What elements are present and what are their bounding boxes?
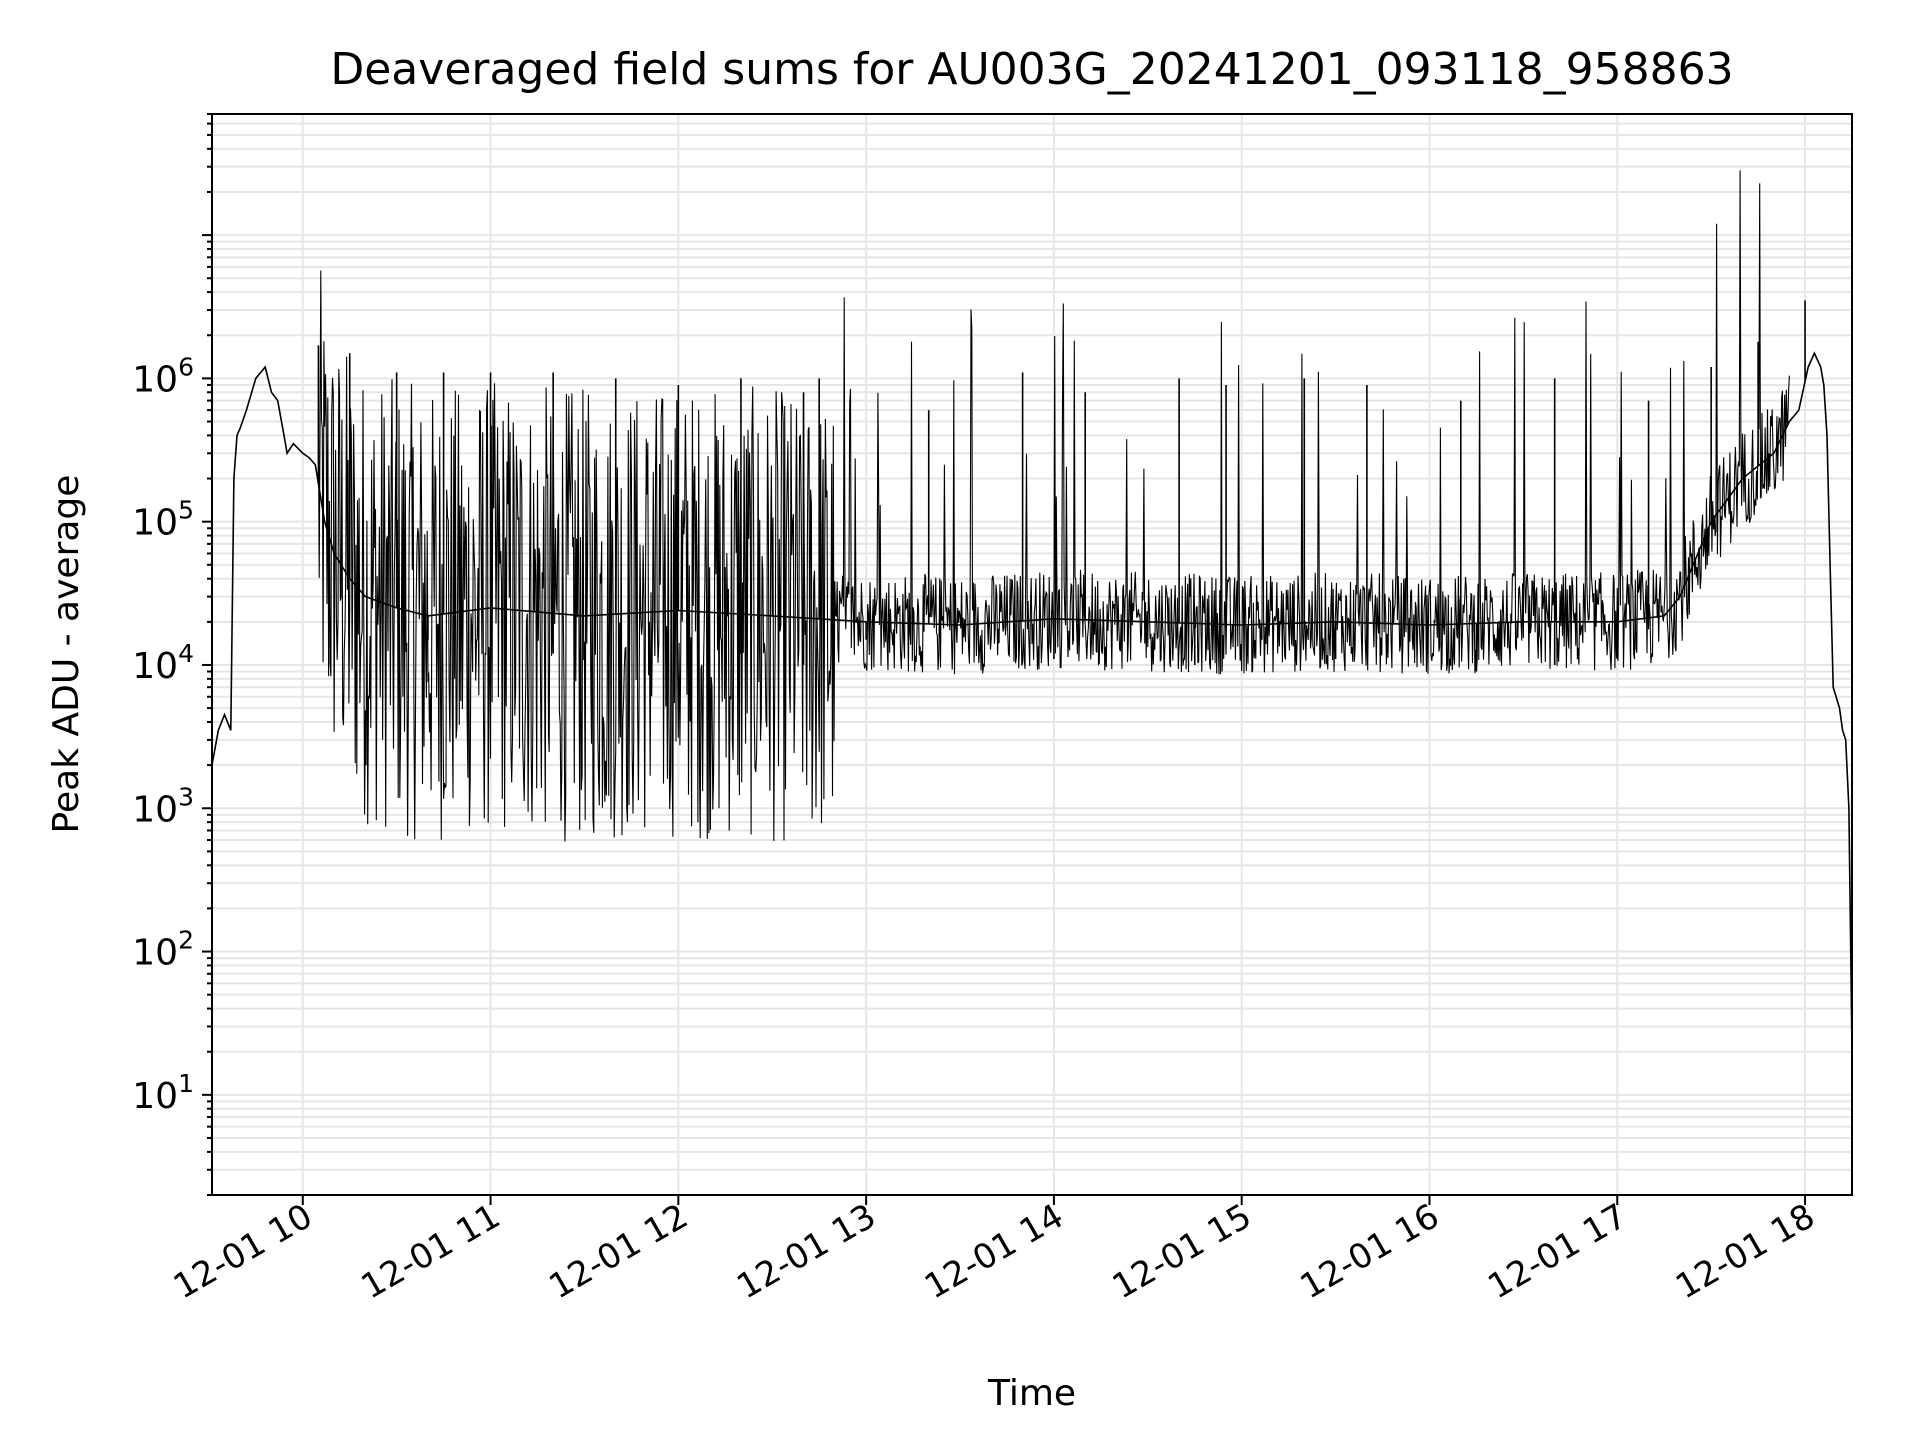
y-tick-base: 10 [132,503,178,544]
plot-frame [211,113,1853,1196]
y-tick-label: 104 [132,639,194,687]
y-tick-label: 101 [132,1069,194,1117]
chart-title: Deaveraged field sums for AU003G_2024120… [330,44,1733,95]
y-tick-exponent: 3 [178,782,194,811]
y-tick-exponent: 1 [178,1069,194,1098]
y-tick-label: 106 [132,352,194,400]
y-tick-base: 10 [132,646,178,687]
y-tick-label: 105 [132,496,194,544]
y-tick-label: 102 [132,926,194,974]
y-axis-label: Peak ADU - average [46,475,87,834]
y-tick-exponent: 4 [178,639,194,668]
y-tick-label: 103 [132,782,194,830]
y-tick-exponent: 6 [178,352,194,381]
y-tick-exponent: 2 [178,926,194,955]
y-tick-exponent: 5 [178,496,194,525]
y-tick-base: 10 [132,789,178,830]
y-tick-base: 10 [132,933,178,974]
tick-layer [202,113,1807,1205]
y-tick-base: 10 [132,1076,178,1117]
line-layer [211,170,1853,1052]
y-tick-base: 10 [132,359,178,400]
x-axis-label: Time [987,1373,1076,1414]
grid-layer [212,113,1852,1196]
